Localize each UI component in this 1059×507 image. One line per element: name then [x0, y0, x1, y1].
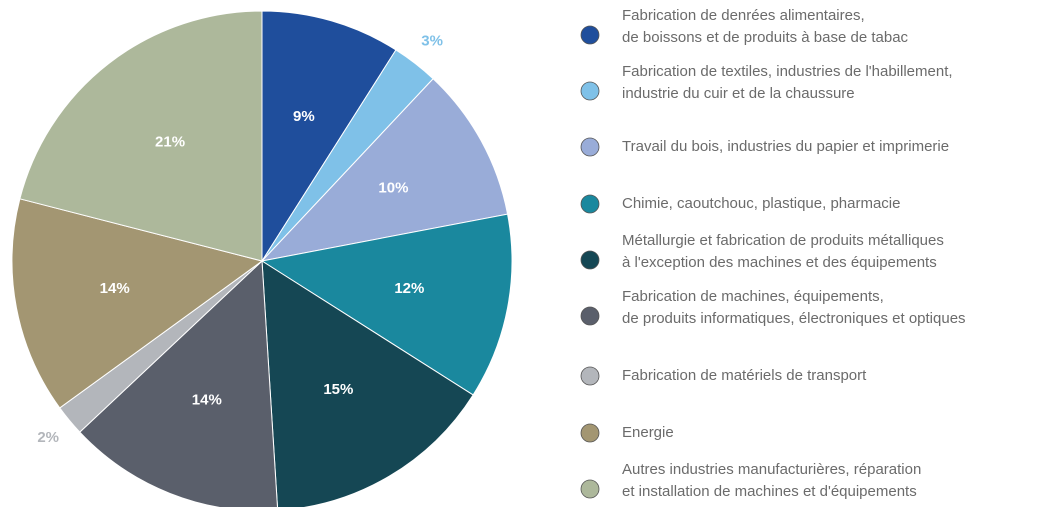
pie-slice — [260, 78, 509, 262]
slice-label: 15% — [323, 381, 353, 398]
legend-label: Autres industries manufacturières, répar… — [622, 461, 921, 478]
legend-label: Chimie, caoutchouc, plastique, pharmacie — [622, 195, 900, 212]
slice-label: 14% — [192, 391, 222, 408]
pie-slice — [261, 10, 397, 263]
legend-swatch — [580, 25, 600, 45]
legend-swatch — [580, 250, 600, 270]
slice-label: 10% — [378, 180, 408, 197]
legend-label: de boissons et de produits à base de tab… — [622, 29, 909, 46]
pie-slice — [261, 260, 474, 507]
slice-label: 14% — [100, 280, 130, 297]
legend-label: Travail du bois, industries du papier et… — [622, 138, 949, 155]
legend-swatch — [580, 306, 600, 326]
slice-label: 2% — [37, 429, 59, 446]
legend-label: Energie — [622, 424, 674, 441]
legend-swatch — [580, 194, 600, 214]
slice-label: 3% — [421, 33, 443, 50]
legend-label: Fabrication de machines, équipements, — [622, 288, 884, 305]
legend-label: de produits informatiques, électroniques… — [622, 310, 966, 327]
legend-label: Fabrication de textiles, industries de l… — [622, 63, 953, 80]
legend-swatch — [580, 81, 600, 101]
legend-swatch — [580, 137, 600, 157]
legend-label: et installation de machines et d'équipem… — [622, 483, 917, 500]
pie-slice — [19, 10, 263, 262]
legend-label: Fabrication de matériels de transport — [622, 367, 867, 384]
pie-slice — [260, 213, 513, 396]
legend-label: industrie du cuir et de la chaussure — [622, 85, 855, 102]
legend-swatch — [580, 423, 600, 443]
slice-label: 21% — [155, 133, 185, 150]
legend-swatch — [580, 479, 600, 499]
legend-swatch — [580, 366, 600, 386]
pie-slice — [11, 198, 264, 409]
slice-label: 9% — [293, 108, 315, 125]
legend-label: Fabrication de denrées alimentaires, — [622, 7, 865, 24]
legend-label: Métallurgie et fabrication de produits m… — [622, 232, 944, 249]
pie-slice — [79, 259, 278, 507]
slice-label: 12% — [394, 280, 424, 297]
legend-label: à l'exception des machines et des équipe… — [622, 254, 937, 271]
